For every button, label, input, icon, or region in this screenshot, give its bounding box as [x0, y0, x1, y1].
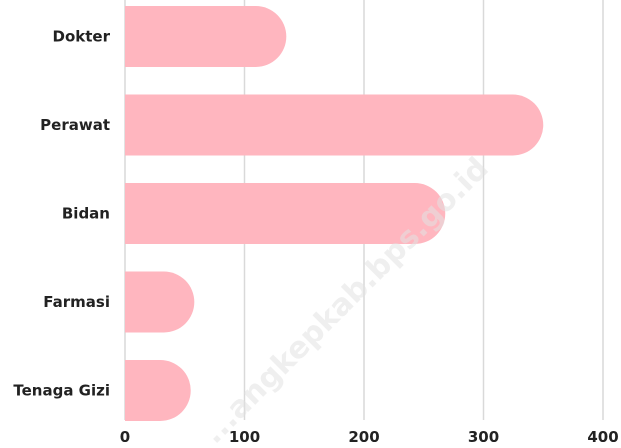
bars: [125, 6, 544, 421]
bar: [125, 6, 287, 67]
category-label: Tenaga Gizi: [13, 382, 110, 400]
x-tick-label: 200: [348, 428, 379, 446]
tick-labels: 0 100 200 300 400: [120, 428, 619, 446]
x-tick-label: 0: [120, 428, 130, 446]
bar: [125, 183, 446, 244]
category-label: Dokter: [53, 28, 111, 46]
bar: [125, 271, 195, 333]
x-tick-label: 100: [229, 428, 260, 446]
x-tick-label: 300: [468, 428, 499, 446]
bar: [125, 94, 544, 156]
category-labels: Dokter Perawat Bidan Farmasi Tenaga Gizi: [13, 28, 110, 400]
bar: [125, 360, 191, 421]
category-label: Bidan: [62, 205, 110, 223]
category-label: Perawat: [40, 116, 110, 134]
x-tick-label: 400: [587, 428, 618, 446]
category-label: Farmasi: [43, 293, 110, 311]
